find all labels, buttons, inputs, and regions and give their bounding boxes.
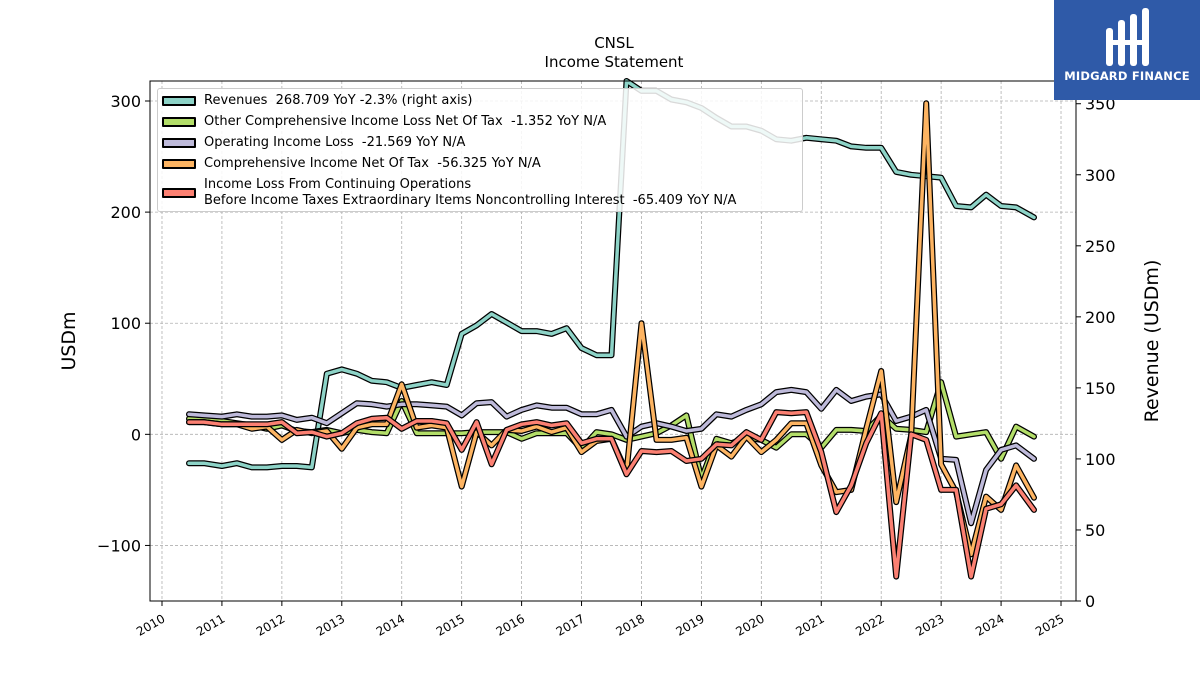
legend-swatch-income-continuing-ops [162, 188, 196, 198]
legend-swatch-comprehensive-income [162, 159, 196, 169]
legend-label-income-continuing-ops: Income Loss From Continuing Operations B… [204, 177, 737, 208]
plot-frame [149, 80, 1077, 602]
x-tick-label: 2017 [554, 611, 587, 638]
y-tick-label-left: 200 [110, 203, 141, 222]
x-tick-label: 2014 [374, 611, 407, 638]
brand-logo: MIDGARD FINANCE [1054, 0, 1200, 100]
y-tick-label-left: −100 [97, 536, 141, 555]
chart-legend: Revenues 268.709 YoY -2.3% (right axis) … [157, 88, 803, 212]
y-tick-label-right: 200 [1085, 308, 1116, 327]
legend-label-comprehensive-income: Comprehensive Income Net Of Tax -56.325 … [204, 156, 541, 171]
x-tick-label: 2016 [494, 611, 527, 638]
legend-swatch-other-comprehensive [162, 117, 196, 127]
x-tick-label: 2020 [733, 611, 766, 638]
y-axis-label-right: Revenue (USDm) [1141, 260, 1163, 423]
x-tick-label: 2023 [913, 611, 946, 638]
y-tick-label-right: 300 [1085, 166, 1116, 185]
x-tick-label: 2015 [434, 611, 467, 638]
legend-label-revenues: Revenues 268.709 YoY -2.3% (right axis) [204, 93, 473, 108]
y-tick-label-left: 0 [131, 425, 141, 444]
legend-swatch-operating-income [162, 138, 196, 148]
series-line-1 [187, 380, 1036, 481]
x-tick-label: 2025 [1033, 611, 1066, 638]
x-tick-label: 2019 [673, 611, 706, 638]
x-tick-label: 2011 [194, 611, 227, 638]
series-line-2 [187, 388, 1036, 525]
x-tick-label: 2018 [614, 611, 647, 638]
y-tick-label-left: 300 [110, 92, 141, 111]
legend-label-operating-income: Operating Income Loss -21.569 YoY N/A [204, 135, 466, 150]
y-tick-label-right: 0 [1085, 592, 1095, 611]
series-lines [186, 78, 1037, 580]
x-tick-label: 2024 [973, 611, 1006, 638]
chart-title: CNSL [594, 34, 634, 52]
series-line-4 [187, 410, 1036, 579]
y-axis-label-left: USDm [58, 311, 80, 370]
y-tick-label-right: 100 [1085, 450, 1116, 469]
brand-logo-icon [1106, 8, 1149, 66]
y-tick-label-right: 50 [1085, 521, 1105, 540]
y-tick-label-left: 100 [110, 314, 141, 333]
x-tick-label: 2010 [134, 611, 167, 638]
x-tick-label: 2022 [853, 611, 886, 638]
y-tick-label-right: 250 [1085, 237, 1116, 256]
x-tick-label: 2013 [314, 611, 347, 638]
chart-subtitle: Income Statement [545, 53, 684, 71]
brand-name: MIDGARD FINANCE [1064, 69, 1190, 83]
series-line-0 [187, 79, 1036, 470]
x-tick-label: 2012 [254, 611, 287, 638]
x-tick-label: 2021 [793, 611, 826, 638]
legend-label-other-comprehensive: Other Comprehensive Income Loss Net Of T… [204, 114, 607, 129]
y-tick-label-right: 150 [1085, 379, 1116, 398]
legend-swatch-revenues [162, 96, 196, 106]
